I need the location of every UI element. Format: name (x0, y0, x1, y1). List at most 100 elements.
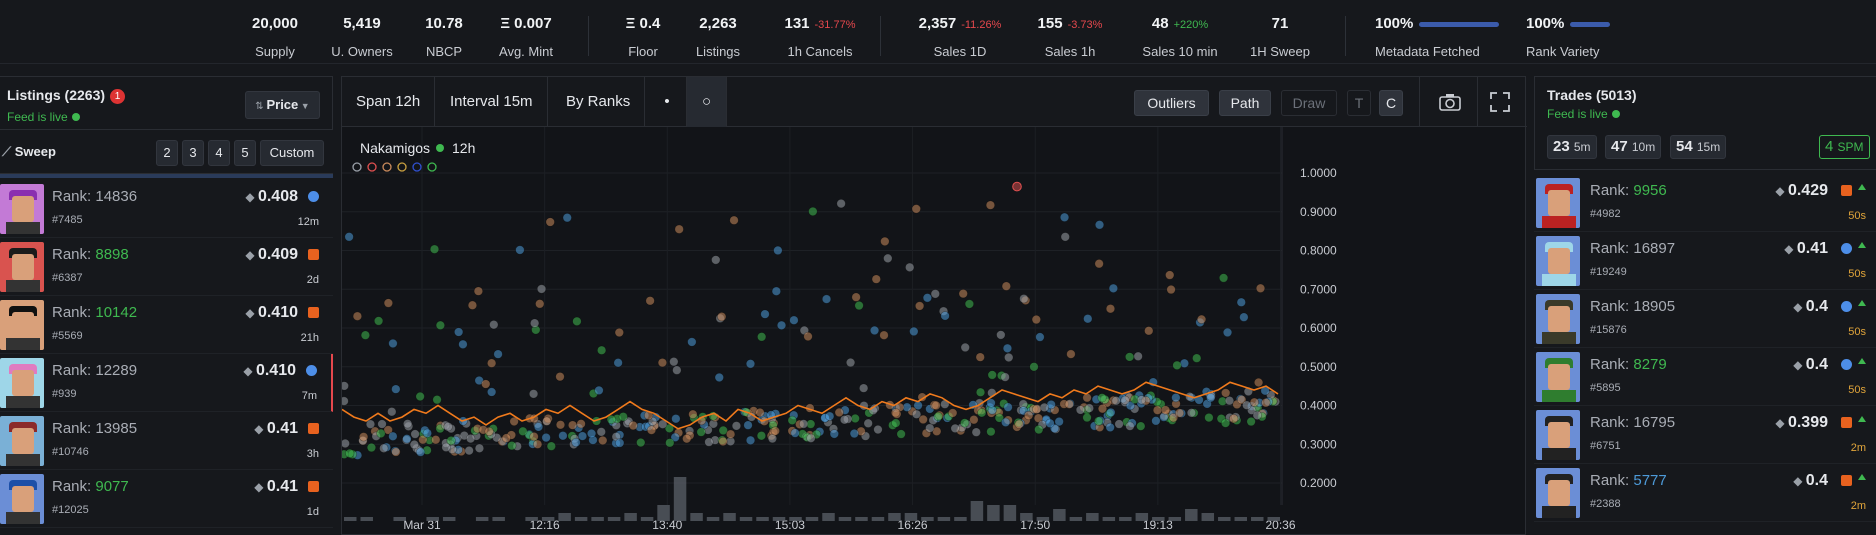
volume-bar (954, 517, 967, 521)
scatter-point (790, 428, 800, 438)
scatter-point (1094, 259, 1104, 269)
x-tick-label: 12:16 (530, 518, 560, 532)
interval-selector[interactable]: Interval 15m (436, 77, 548, 127)
scatter-point (1261, 398, 1271, 408)
trade-row[interactable]: Rank: 18905 #15876 ◆ 0.4 50s (1534, 290, 1876, 348)
scatter-point (1032, 404, 1042, 414)
fullscreen-icon[interactable] (1489, 91, 1511, 113)
scatter-point (1014, 419, 1024, 429)
x-tick-label: 19:13 (1143, 518, 1173, 532)
y-tick-label: 0.8000 (1300, 244, 1337, 258)
listing-age: 2d (306, 274, 319, 286)
scatter-point (615, 438, 625, 448)
rank-label: Rank: 14836 (52, 188, 138, 205)
scatter-point (1171, 393, 1181, 403)
outliers-toggle[interactable]: Outliers (1134, 90, 1209, 116)
sort-price-button[interactable]: ⇅ Price ▼ (245, 91, 320, 119)
scatter-point (422, 428, 432, 438)
trade-row[interactable]: Rank: 8279 #5895 ◆ 0.4 50s (1534, 348, 1876, 406)
divider (1477, 77, 1478, 127)
listing-price: ◆ 0.410 (245, 304, 298, 321)
marketplace-icon (308, 481, 319, 492)
scatter-point (896, 429, 906, 439)
arrow-up-icon (1858, 416, 1866, 422)
scatter-point (545, 217, 555, 227)
listing-row[interactable]: Rank: 8898 #6387 ◆ 0.409 2d (0, 238, 333, 296)
sweep-button[interactable]: ⟋ Sweep (2, 144, 56, 159)
scatter-point (409, 439, 419, 450)
sweep-custom-button[interactable]: Custom (260, 140, 324, 166)
scatter-point (1253, 377, 1264, 388)
draw-toggle[interactable]: Draw (1281, 90, 1337, 116)
t-toggle[interactable]: T (1347, 90, 1371, 116)
volume-bar (1086, 513, 1099, 521)
eth-icon: ◆ (254, 480, 267, 494)
circle-mode-button[interactable]: ○ (687, 77, 727, 127)
scatter-point (1031, 314, 1041, 325)
listing-row[interactable]: Rank: 14836 #7485 ◆ 0.408 12m (0, 180, 333, 238)
spm-chip: 4 SPM (1819, 135, 1870, 159)
listing-age: 3h (306, 448, 319, 460)
trade-age: 50s (1848, 268, 1866, 280)
sweep-4-button[interactable]: 4 (208, 140, 230, 166)
live-dot-icon (1611, 110, 1620, 118)
arrow-up-icon (1858, 300, 1866, 306)
scatter-point (891, 418, 901, 428)
eth-icon: ◆ (245, 306, 258, 320)
trade-row[interactable]: Rank: 16897 #19249 ◆ 0.41 50s (1534, 232, 1876, 290)
scatter-point (458, 339, 468, 349)
scatter-point (571, 437, 581, 448)
scatter-point (859, 383, 869, 393)
sweep-5-button[interactable]: 5 (234, 140, 256, 166)
scatter-point (718, 425, 728, 436)
sweep-3-button[interactable]: 3 (182, 140, 204, 166)
stat-1h-cancels: 131 -31.77% 1h Cancels (784, 15, 856, 59)
listing-age: 1d (306, 506, 319, 518)
scatter-point (682, 434, 692, 444)
price-scatter-chart[interactable]: 1.0000 0.9000 0.8000 0.7000 0.6000 0.5000 0.40… (342, 127, 1525, 534)
scatter-point (352, 311, 362, 321)
scatter-point (806, 433, 816, 443)
listing-row[interactable]: Rank: 12289 #939 ◆ 0.410 7m (0, 354, 333, 412)
trade-row[interactable]: Rank: 9956 #4982 ◆ 0.429 50s (1534, 174, 1876, 232)
scatter-point (869, 325, 880, 336)
sales-15m-chip: 54 15m (1670, 135, 1727, 159)
camera-icon[interactable] (1438, 91, 1462, 113)
scatter-point (1094, 416, 1104, 426)
rank-label: Rank: 8279 (1590, 356, 1667, 373)
marketplace-icon (308, 249, 319, 260)
scatter-point (535, 299, 545, 309)
listing-row[interactable]: Rank: 9077 #12025 ◆ 0.41 1d (0, 470, 333, 528)
listing-row[interactable]: Rank: 13985 #10746 ◆ 0.41 3h (0, 412, 333, 470)
listing-row[interactable]: Rank: 10142 #5569 ◆ 0.410 21h (0, 296, 333, 354)
volume-bar (805, 517, 819, 521)
volume-bar (1152, 517, 1165, 521)
scatter-point (1229, 414, 1239, 424)
scatter-point (996, 330, 1006, 340)
volume-bar (525, 517, 538, 521)
scatter-point (657, 358, 668, 368)
scatter-point (773, 245, 783, 256)
x-tick-label: 13:40 (652, 518, 682, 532)
scatter-point (1136, 421, 1146, 431)
stat-rank-variety: 100% Rank Variety (1526, 15, 1636, 59)
legend-marker (427, 162, 437, 172)
scatter-point (1252, 410, 1262, 420)
trade-row[interactable]: Rank: 16795 #6751 ◆ 0.399 2m (1534, 406, 1876, 464)
path-toggle[interactable]: Path (1219, 90, 1271, 116)
span-selector[interactable]: Span 12h (342, 77, 436, 127)
dot-mode-button[interactable]: • (648, 77, 687, 127)
live-dot-icon (71, 113, 80, 121)
scatter-point (1106, 407, 1116, 418)
sweep-2-button[interactable]: 2 (156, 140, 178, 166)
scatter-point (446, 435, 456, 446)
scatter-point (614, 327, 624, 338)
scatter-point (388, 338, 398, 349)
trade-age: 2m (1850, 500, 1866, 512)
trade-row[interactable]: Rank: 5777 #2388 ◆ 0.4 2m (1534, 464, 1876, 522)
by-ranks-selector[interactable]: By Ranks (552, 77, 646, 127)
c-toggle[interactable]: C (1379, 90, 1403, 116)
scatter-point (1082, 412, 1092, 423)
x-tick-label: Mar 31 (403, 518, 441, 532)
trade-age: 50s (1848, 326, 1866, 338)
